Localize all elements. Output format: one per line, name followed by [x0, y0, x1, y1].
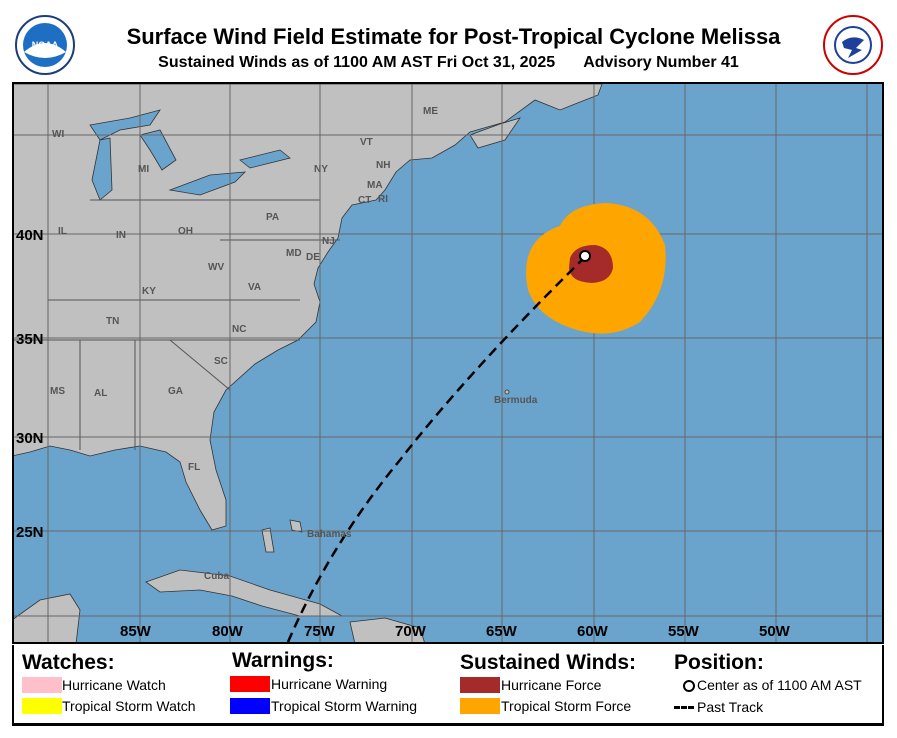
subtitle-time: Sustained Winds as of 1100 AM AST Fri Oc…: [158, 54, 556, 71]
lon-label: 50W: [759, 623, 791, 640]
label-nc: NC: [232, 324, 246, 335]
past-track-line-icon: [674, 706, 694, 709]
label-mi: MI: [138, 164, 149, 175]
noaa-logo-icon: NOAA: [15, 15, 75, 75]
map-subtitle: Sustained Winds as of 1100 AM AST Fri Oc…: [0, 54, 897, 72]
label-va: VA: [248, 282, 261, 293]
tropical-storm-force-swatch: [460, 698, 500, 714]
lat-label: 30N: [16, 430, 44, 447]
legend-watches-title: Watches:: [22, 651, 115, 674]
bahamas-land: [261, 519, 303, 553]
legend-winds-title: Sustained Winds:: [460, 651, 636, 674]
hurricane-force-label: Hurricane Force: [501, 677, 602, 693]
label-bermuda: Bermuda: [494, 395, 538, 406]
nova-scotia-land: [469, 117, 521, 149]
hurricane-watch-label: Hurricane Watch: [62, 677, 166, 693]
lat-label: 25N: [16, 524, 44, 541]
past-track-label: Past Track: [697, 699, 764, 715]
lon-label: 70W: [395, 623, 427, 640]
label-bahamas: Bahamas: [307, 529, 352, 540]
grid-lines: [12, 84, 884, 642]
tropical-storm-force-label: Tropical Storm Force: [501, 698, 632, 714]
north-america-land: [12, 83, 603, 531]
label-vt: VT: [360, 137, 373, 148]
label-ky: KY: [142, 286, 156, 297]
bermuda-land: [504, 389, 510, 395]
tropical-storm-warning-swatch: [230, 698, 270, 714]
hurricane-watch-swatch: [22, 677, 62, 693]
label-ga: GA: [168, 386, 183, 397]
center-circle-icon: [683, 680, 695, 692]
hurricane-force-wind-area: [569, 245, 613, 283]
label-oh: OH: [178, 226, 193, 237]
label-ma: MA: [367, 180, 383, 191]
label-al: AL: [94, 388, 107, 399]
label-ri: RI: [378, 194, 388, 205]
map-title: Surface Wind Field Estimate for Post-Tro…: [126, 24, 781, 49]
label-tn: TN: [106, 316, 119, 327]
lon-label: 75W: [304, 623, 336, 640]
past-track: [286, 255, 587, 643]
hispaniola-land: [349, 617, 426, 644]
lon-label: 80W: [212, 623, 244, 640]
lat-label: 35N: [16, 331, 44, 348]
legend: Watches: Hurricane Watch Tropical Storm …: [12, 645, 884, 726]
label-nh: NH: [376, 160, 390, 171]
tropical-storm-watch-swatch: [22, 698, 62, 714]
label-ms: MS: [50, 386, 65, 397]
label-sc: SC: [214, 356, 228, 367]
yucatan-land: [12, 593, 81, 644]
label-me: ME: [423, 106, 438, 117]
label-cuba: Cuba: [204, 571, 229, 582]
lon-label: 65W: [486, 623, 518, 640]
land: [12, 83, 603, 644]
hurricane-warning-label: Hurricane Warning: [271, 676, 388, 692]
tropical-storm-watch-label: Tropical Storm Watch: [62, 698, 196, 714]
label-wi: WI: [52, 129, 64, 140]
center-label: Center as of 1100 AM AST: [697, 677, 862, 693]
lon-label: 55W: [668, 623, 700, 640]
hurricane-force-swatch: [460, 677, 500, 693]
hurricane-warning-swatch: [230, 676, 270, 692]
tropical-storm-warning-label: Tropical Storm Warning: [271, 698, 418, 714]
label-pa: PA: [266, 212, 279, 223]
great-lakes: [89, 109, 291, 201]
label-il: IL: [58, 226, 67, 237]
nws-logo-icon: [823, 15, 883, 75]
label-nj: NJ: [322, 236, 335, 247]
svg-text:NOAA: NOAA: [32, 40, 59, 50]
label-in: IN: [116, 230, 126, 241]
lon-label: 60W: [577, 623, 609, 640]
wind-field-map: WI MI IL IN OH PA NY VT NH ME MA CT RI N…: [12, 82, 884, 644]
label-md: MD: [286, 248, 302, 259]
label-ct: CT: [358, 195, 371, 206]
subtitle-advisory: Advisory Number 41: [583, 54, 739, 71]
lon-label: 85W: [120, 623, 152, 640]
label-de: DE: [306, 252, 320, 263]
legend-position-title: Position:: [674, 651, 764, 674]
label-ny: NY: [314, 164, 328, 175]
label-wv: WV: [208, 262, 224, 273]
lat-label: 40N: [16, 227, 44, 244]
label-fl: FL: [188, 462, 200, 473]
storm-center-icon: [579, 250, 591, 262]
legend-warnings-title: Warnings:: [232, 649, 334, 672]
